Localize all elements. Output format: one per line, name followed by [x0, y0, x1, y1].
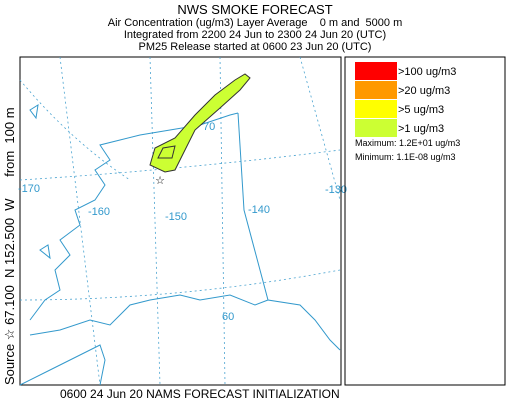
subtitle: Air Concentration (ug/m3) Layer Average …: [108, 17, 403, 29]
grid-label: -170: [18, 183, 40, 195]
map: ☆ -170 -160 -150 -140 -130 70 60: [18, 56, 347, 386]
subtitle: Integrated from 2200 24 Jun to 2300 24 J…: [124, 29, 386, 41]
maximum: Maximum: 1.2E+01 ug/m3: [355, 138, 460, 148]
grid-label: -140: [248, 204, 270, 216]
title: NWS SMOKE FORECAST: [177, 2, 332, 17]
svg-text:☆: ☆: [155, 175, 165, 187]
legend: >100 ug/m3 >20 ug/m3 >5 ug/m3 >1 ug/m3: [355, 62, 456, 137]
minimum: Minimum: 1.1E-08 ug/m3: [355, 152, 456, 162]
legend-swatch: [355, 100, 397, 118]
grid-label: -160: [88, 206, 110, 218]
legend-label: >100 ug/m3: [398, 66, 456, 78]
source-label: Source ☆ 67.100 N 152.500 W from 100 m: [2, 107, 17, 385]
grid-label: 70: [203, 121, 215, 133]
grid-label: 60: [222, 311, 234, 323]
map-frame: [19, 56, 342, 386]
grid-label: -150: [165, 211, 187, 223]
legend-swatch: [355, 81, 397, 99]
legend-label: >20 ug/m3: [398, 85, 450, 97]
legend-label: >5 ug/m3: [398, 104, 444, 116]
legend-frame: [344, 56, 506, 386]
grid-label: -130: [325, 184, 347, 196]
legend-label: >1 ug/m3: [398, 123, 444, 135]
legend-swatch: [355, 119, 397, 137]
subtitle: PM25 Release started at 0600 23 Jun 20 (…: [139, 41, 372, 53]
footer: 0600 24 Jun 20 NAMS FORECAST INITIALIZAT…: [60, 387, 340, 401]
legend-swatch: [355, 62, 397, 80]
